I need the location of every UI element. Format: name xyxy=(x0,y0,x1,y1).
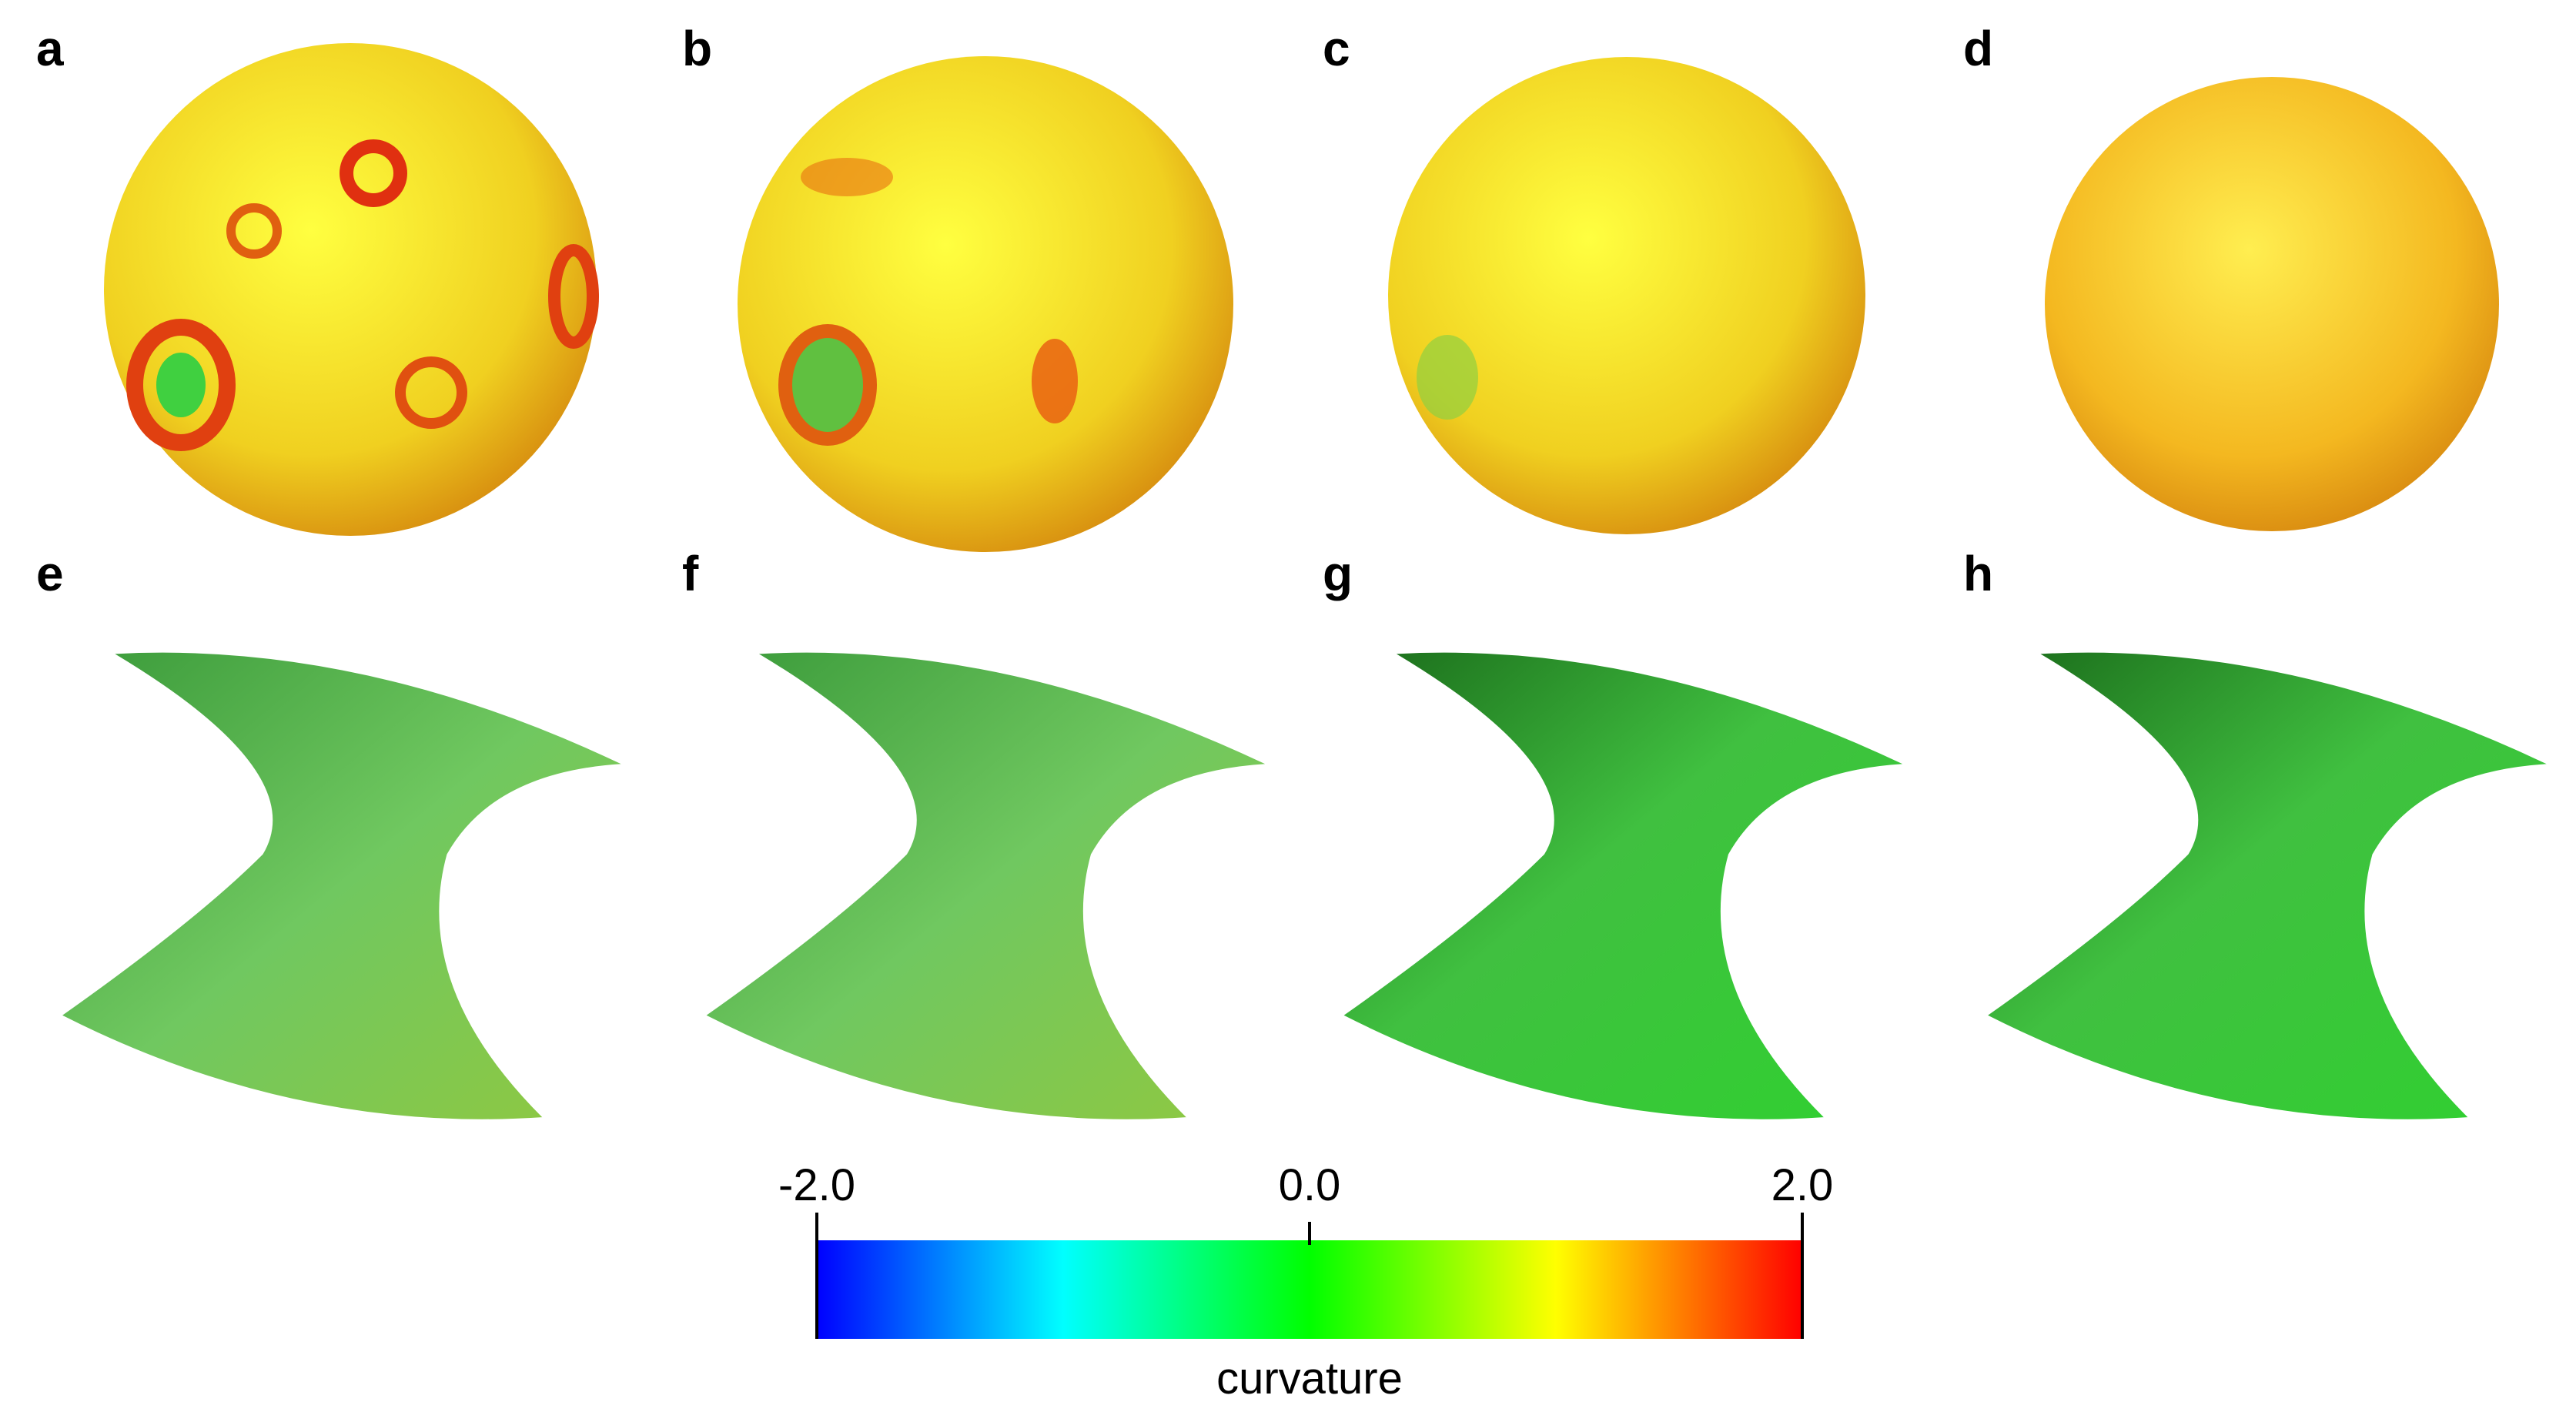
tick-label: 0.0 xyxy=(1279,1160,1341,1210)
panel-label: a xyxy=(36,21,64,76)
panel-label: g xyxy=(1323,546,1353,601)
sphere-a xyxy=(104,43,599,536)
surface-e xyxy=(62,652,621,1119)
colorbar-label: curvature xyxy=(1216,1353,1403,1404)
sphere-c xyxy=(1388,57,1865,534)
tick-label: 2.0 xyxy=(1771,1160,1834,1210)
sphere-b xyxy=(738,56,1233,552)
panel-label: d xyxy=(1963,21,1993,76)
panel-label: h xyxy=(1963,546,1993,601)
surface-g xyxy=(1343,652,1903,1119)
panel-label: b xyxy=(682,21,712,76)
surface-f xyxy=(706,652,1266,1119)
colorbar xyxy=(817,1240,1802,1339)
panel-labels: a b c d e f g h xyxy=(36,21,1993,601)
tick-label: -2.0 xyxy=(778,1160,855,1210)
panel-label: e xyxy=(36,546,64,601)
sphere-d xyxy=(2045,77,2499,531)
panel-label: c xyxy=(1323,21,1350,76)
surface-h xyxy=(1988,652,2547,1119)
colorbar-ticks: -2.0 0.0 2.0 xyxy=(778,1160,1833,1339)
panel-label: f xyxy=(682,546,699,601)
